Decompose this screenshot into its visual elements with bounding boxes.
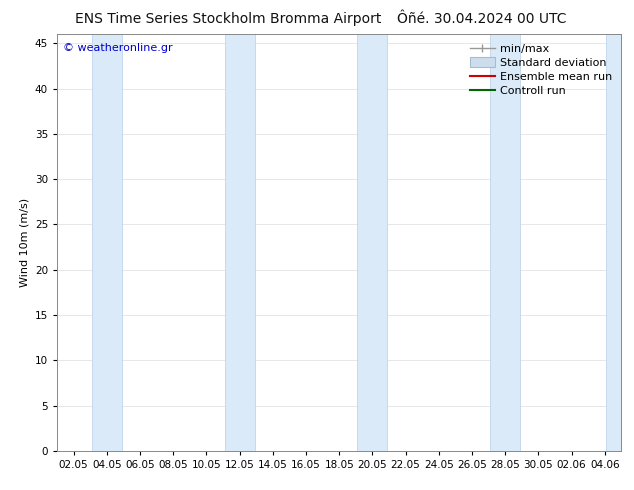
Bar [606, 34, 634, 451]
Bar [358, 34, 387, 451]
Bar [490, 34, 520, 451]
Y-axis label: Wind 10m (m/s): Wind 10m (m/s) [19, 198, 29, 287]
Text: © weatheronline.gr: © weatheronline.gr [63, 43, 172, 52]
Text: Ôñé. 30.04.2024 00 UTC: Ôñé. 30.04.2024 00 UTC [397, 12, 567, 26]
Bar [224, 34, 254, 451]
Text: ENS Time Series Stockholm Bromma Airport: ENS Time Series Stockholm Bromma Airport [75, 12, 382, 26]
Bar [92, 34, 122, 451]
Legend: min/max, Standard deviation, Ensemble mean run, Controll run: min/max, Standard deviation, Ensemble me… [467, 40, 616, 99]
